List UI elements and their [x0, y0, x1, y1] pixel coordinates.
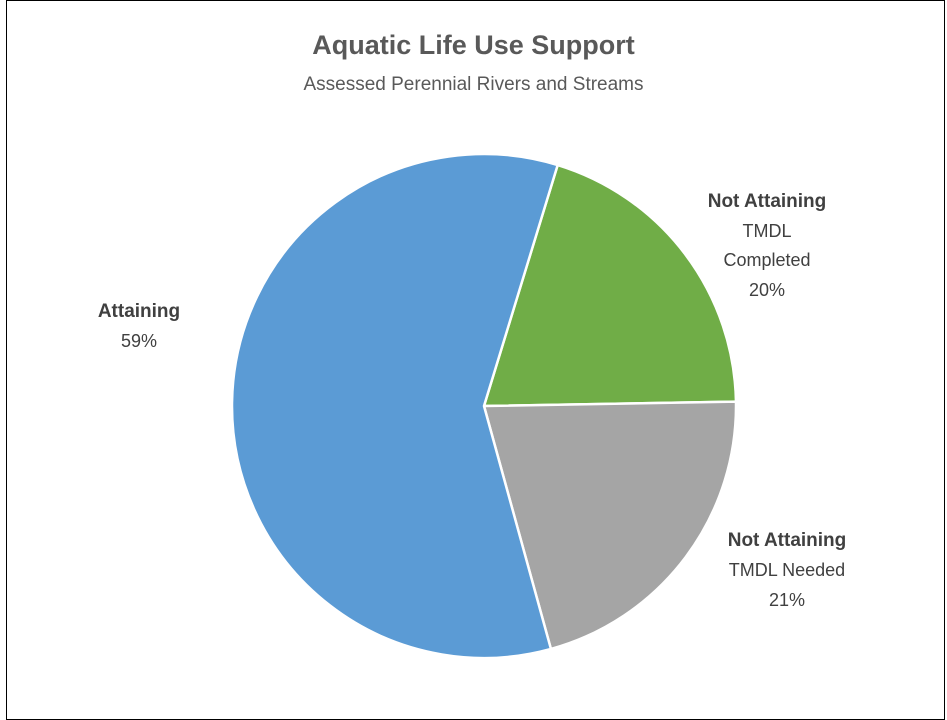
label-completed-sub-line2: Completed: [723, 250, 810, 270]
slice-not-attaining-tmdl-completed: [482, 163, 738, 408]
label-needed-value: 21%: [769, 590, 805, 610]
label-completed-name: Not Attaining: [708, 191, 827, 212]
slice-attaining: [230, 152, 559, 660]
label-attaining-value: 59%: [121, 331, 157, 351]
label-completed-sub-line1: TMDL: [743, 221, 792, 241]
label-attaining-name: Attaining: [98, 301, 180, 322]
chart-subtitle: Assessed Perennial Rivers and Streams: [303, 74, 644, 95]
label-completed-value: 20%: [749, 280, 785, 300]
label-needed-sub: TMDL Needed: [729, 560, 845, 580]
slice-not-attaining-tmdl-needed: [482, 400, 738, 651]
pie-slices: [230, 152, 738, 660]
label-needed-name: Not Attaining: [728, 530, 847, 551]
chart-title: Aquatic Life Use Support: [312, 30, 635, 60]
